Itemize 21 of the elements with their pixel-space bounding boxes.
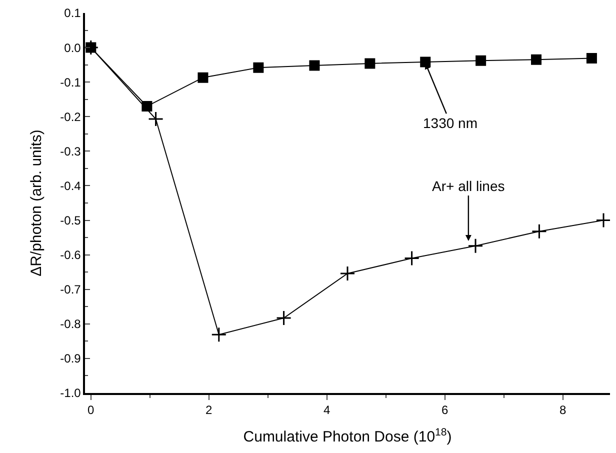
y-axis-title: ΔR/photon (arb. units): [28, 130, 45, 276]
x-axis-title: Cumulative Photon Dose (10$^{18}$): [243, 426, 452, 446]
x-tick-label: 6: [441, 403, 448, 418]
x-tick-label: 8: [559, 403, 566, 418]
y-tick-label: -0.1: [60, 75, 82, 90]
y-tick-label: -0.9: [60, 352, 82, 366]
y-tick-label: -0.6: [60, 248, 82, 262]
annotation: Ar+ all lines: [432, 178, 505, 194]
y-tick-label: 0.0: [64, 40, 82, 55]
y-tick-label: -0.2: [60, 110, 82, 124]
y-tick-label: -0.7: [60, 282, 82, 297]
y-tick-label: -0.5: [60, 213, 82, 228]
y-tick-label: -0.4: [60, 178, 82, 193]
x-tick-label: 4: [324, 403, 331, 418]
y-tick-label: -0.8: [60, 317, 82, 332]
x-tick-label: 0: [88, 403, 95, 418]
annotation: 1330 nm: [423, 115, 478, 131]
y-tick-label: -1.0: [60, 386, 82, 400]
y-tick-label: -0.3: [60, 144, 82, 158]
x-tick-label: 2: [206, 403, 213, 418]
y-tick-label: 0.1: [64, 6, 82, 20]
